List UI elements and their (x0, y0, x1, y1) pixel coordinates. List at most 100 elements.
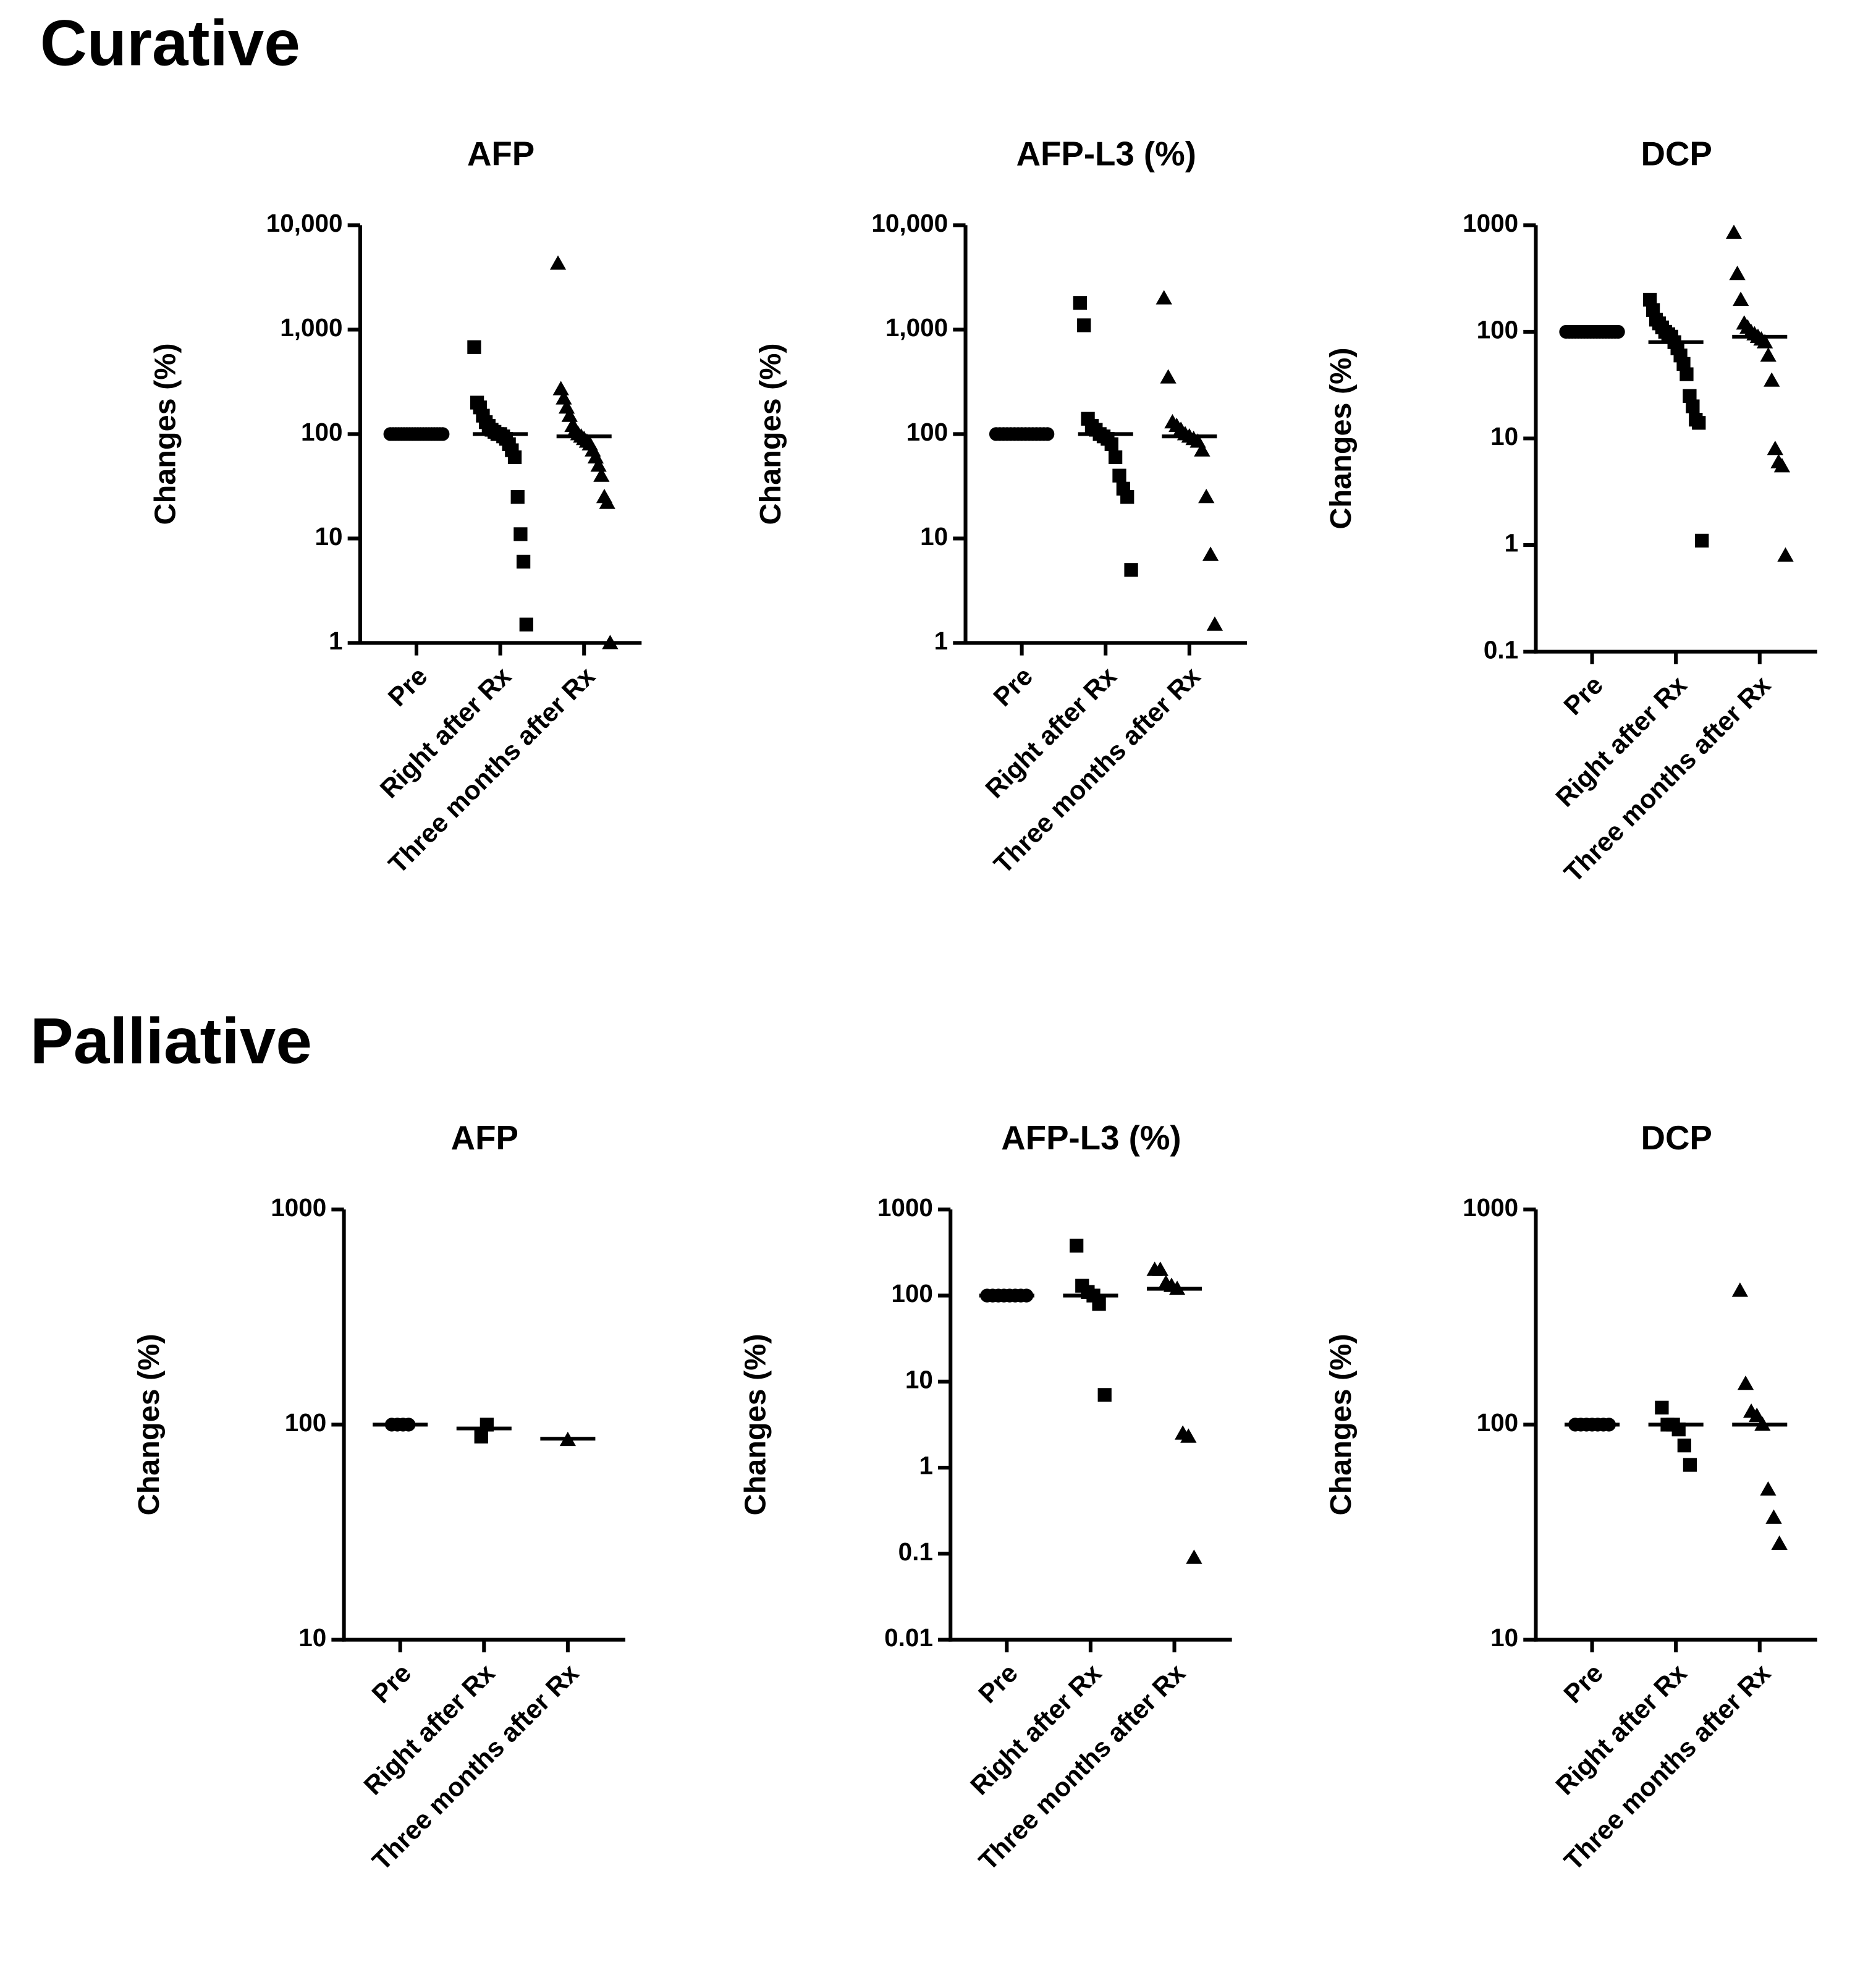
point (1104, 437, 1118, 451)
point (1760, 347, 1777, 362)
y-axis-label: Changes (%) (132, 1334, 166, 1515)
point (1680, 367, 1694, 381)
y-tick-label: 100 (1477, 1408, 1519, 1437)
point (1777, 547, 1794, 562)
point (1097, 1388, 1112, 1402)
y-tick-label: 1000 (1463, 1193, 1518, 1222)
section-heading: Curative (40, 7, 300, 79)
y-tick-label: 10 (298, 1623, 326, 1652)
point (599, 494, 615, 509)
point (1676, 357, 1691, 371)
x-tick-label: Pre (1558, 670, 1609, 721)
y-tick-label: 1000 (271, 1193, 326, 1222)
point (1070, 1238, 1084, 1253)
point (1124, 563, 1138, 577)
point (1077, 318, 1091, 332)
x-tick-label: Pre (1558, 1659, 1609, 1709)
y-tick-label: 1,000 (885, 313, 948, 342)
point (602, 635, 619, 649)
chart-title: AFP-L3 (%) (1016, 135, 1196, 172)
y-tick-label: 1,000 (280, 313, 342, 342)
point (590, 457, 607, 472)
point (1764, 372, 1780, 387)
point (1642, 292, 1657, 307)
y-tick-label: 10 (1490, 422, 1518, 450)
point (516, 554, 531, 569)
y-axis-label: Changes (%) (148, 343, 182, 525)
point (1198, 489, 1215, 504)
y-tick-label: 100 (301, 418, 343, 446)
point (513, 527, 528, 541)
point (549, 255, 567, 270)
point (1152, 1261, 1168, 1276)
point (561, 407, 578, 422)
point (1692, 416, 1706, 430)
y-tick-label: 100 (906, 418, 949, 446)
y-tick-label: 10 (1490, 1623, 1518, 1652)
point (1771, 1535, 1788, 1550)
point (556, 390, 572, 405)
point (1202, 546, 1219, 561)
point (1725, 224, 1743, 239)
point (593, 467, 610, 482)
point (1683, 1458, 1697, 1472)
chart-title: AFP-L3 (%) (1001, 1119, 1181, 1157)
point (1194, 442, 1211, 457)
chart-title: DCP (1641, 1119, 1712, 1157)
y-tick-label: 10,000 (871, 209, 948, 237)
point (1695, 533, 1709, 548)
x-tick-label: Pre (366, 1659, 417, 1709)
y-tick-label: 100 (891, 1279, 933, 1308)
point (1683, 389, 1697, 403)
point (1186, 1549, 1202, 1564)
y-tick-label: 1 (934, 627, 949, 655)
y-tick-label: 10,000 (266, 209, 343, 237)
point (1760, 1481, 1777, 1496)
chart-title: AFP (467, 135, 534, 172)
point (1206, 616, 1223, 631)
y-tick-label: 0.1 (1484, 635, 1518, 664)
x-tick-label: Pre (383, 662, 434, 712)
point (510, 490, 525, 504)
point (1073, 296, 1088, 310)
y-tick-label: 0.01 (884, 1623, 933, 1652)
point (1756, 334, 1773, 349)
point (507, 450, 522, 465)
point (1160, 369, 1177, 384)
x-tick-label: Pre (973, 1659, 1024, 1709)
point (1731, 1282, 1749, 1297)
chart-title: AFP (451, 1119, 518, 1157)
point (1677, 1439, 1691, 1453)
y-tick-label: 100 (285, 1408, 327, 1437)
point (1655, 1400, 1669, 1415)
y-tick-label: 0.1 (898, 1537, 933, 1566)
point (519, 617, 533, 632)
y-tick-label: 1 (919, 1452, 933, 1480)
y-tick-label: 1 (329, 627, 343, 655)
point (1092, 1296, 1106, 1311)
y-axis-label: Changes (%) (754, 343, 787, 525)
point (1112, 468, 1126, 483)
y-tick-label: 1 (1505, 529, 1519, 557)
y-axis-label: Changes (%) (739, 1334, 772, 1515)
point (1156, 290, 1172, 305)
x-tick-label: Pre (988, 662, 1039, 712)
y-tick-label: 1000 (877, 1193, 933, 1222)
y-tick-label: 10 (315, 522, 343, 551)
chart-title: DCP (1641, 135, 1712, 172)
point (1732, 291, 1749, 306)
point (474, 1429, 488, 1444)
point (1180, 1428, 1197, 1443)
y-tick-label: 10 (905, 1365, 933, 1393)
y-tick-label: 10 (920, 522, 948, 551)
point (1120, 490, 1134, 504)
point (467, 340, 481, 354)
section-heading: Palliative (30, 1005, 312, 1077)
point (552, 381, 569, 395)
y-tick-label: 100 (1477, 316, 1519, 344)
point (1765, 1509, 1782, 1524)
point (1686, 399, 1700, 413)
point (1729, 265, 1746, 281)
y-tick-label: 1000 (1463, 209, 1518, 237)
